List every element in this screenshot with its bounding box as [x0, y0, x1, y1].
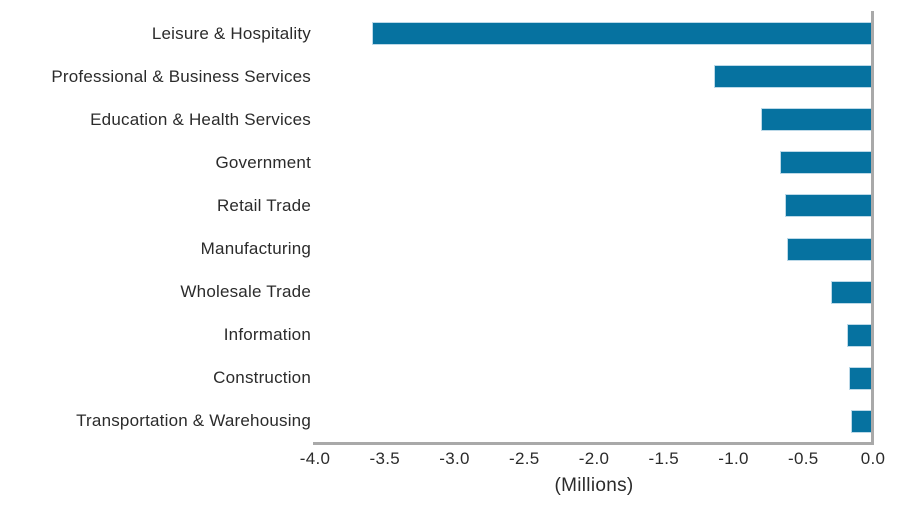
category-label: Manufacturing: [200, 239, 311, 259]
x-tick-label: -3.5: [369, 449, 400, 468]
category-label: Professional & Business Services: [51, 66, 311, 86]
bar-row: [315, 12, 873, 55]
category-label: Transportation & Warehousing: [76, 411, 311, 431]
category-label: Retail Trade: [216, 195, 311, 215]
bar-row: [315, 357, 873, 400]
category-label: Information: [223, 325, 311, 345]
bar-row: [315, 55, 873, 98]
bar: [786, 237, 873, 261]
bar-row: [315, 400, 873, 443]
x-tick-label: -1.0: [718, 449, 749, 468]
category-label: Government: [215, 152, 311, 172]
x-tick-label: 0.0: [860, 449, 886, 468]
category-label: Leisure & Hospitality: [151, 23, 311, 43]
bar: [850, 409, 873, 433]
bar: [372, 22, 873, 46]
zero-baseline: [871, 11, 874, 445]
bar: [849, 366, 873, 390]
x-tick-label: -2.0: [578, 449, 610, 468]
bar: [761, 108, 873, 132]
bar: [713, 65, 873, 89]
x-axis-line: [313, 442, 874, 445]
x-tick-label: -2.5: [509, 449, 540, 468]
bar-row: [315, 184, 873, 227]
bar-row: [315, 227, 873, 270]
x-axis-title: (Millions): [554, 475, 634, 496]
plot-area: [315, 12, 873, 443]
category-label: Wholesale Trade: [180, 282, 311, 302]
bar-row: [315, 141, 873, 184]
bar: [831, 280, 873, 304]
bar-row: [315, 98, 873, 141]
bar-row: [315, 271, 873, 314]
bar-row: [315, 314, 873, 357]
bar: [846, 323, 873, 347]
category-axis: Leisure & Hospitality Professional & Busi…: [0, 12, 311, 443]
x-tick-label: -0.5: [788, 449, 819, 468]
x-tick-label: -4.0: [299, 449, 331, 468]
category-label: Construction: [213, 368, 311, 388]
bar: [779, 151, 873, 175]
category-label: Education & Health Services: [90, 109, 311, 129]
x-tick-label: -3.0: [439, 449, 470, 468]
x-tick-label: -1.5: [648, 449, 679, 468]
x-axis-ticks: -4.0 -3.5 -3.0 -2.5 -2.0 -1.5 -1.0 -0.5 0.0: [300, 449, 885, 471]
bar: [785, 194, 873, 218]
